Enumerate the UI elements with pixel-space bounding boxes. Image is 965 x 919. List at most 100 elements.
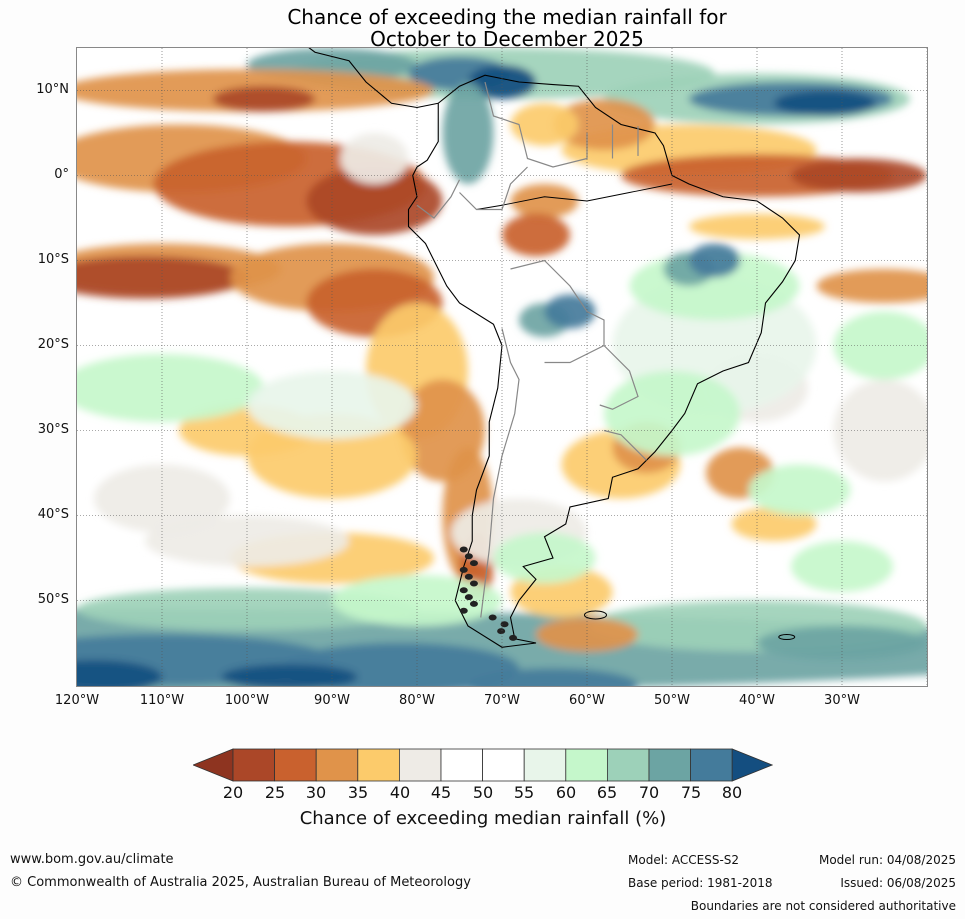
- lon-label-120w: 120°W: [54, 693, 100, 708]
- country-border: [484, 81, 588, 168]
- model-run-date: Model run: 04/08/2025: [818, 853, 956, 867]
- lat-label-40s: 40°S: [37, 507, 69, 522]
- legend-swatch: [606, 748, 650, 782]
- legend-tick-25: 25: [264, 783, 286, 802]
- legend-swatch: [565, 748, 608, 782]
- fjord-island: [469, 600, 478, 607]
- base-period: Base period: 1981-2018: [628, 876, 773, 890]
- fjord-island: [488, 614, 497, 621]
- copyright-text: © Commonwealth of Australia 2025, Austra…: [10, 875, 471, 890]
- fjord-island: [459, 566, 468, 573]
- probability-region: [213, 86, 315, 112]
- fjord-island: [469, 580, 478, 587]
- map-title-line-2: October to December 2025: [370, 27, 644, 51]
- probability-region: [510, 184, 579, 218]
- lon-label-90w: 90°W: [314, 693, 350, 708]
- map-title-line-1: Chance of exceeding the median rainfall …: [287, 5, 727, 29]
- probability-region: [833, 311, 927, 380]
- probability-region: [604, 371, 740, 456]
- probability-region: [493, 532, 596, 584]
- legend-tick-60: 60: [555, 783, 577, 802]
- lon-label-40w: 40°W: [739, 693, 775, 708]
- fjord-island: [500, 621, 509, 628]
- legend-swatch: [232, 748, 275, 782]
- probability-region: [791, 541, 893, 592]
- legend-tick-20: 20: [222, 783, 244, 802]
- country-border: [510, 259, 605, 364]
- legend-swatch: [398, 748, 442, 782]
- lon-label-80w: 80°W: [399, 693, 435, 708]
- legend-label: Chance of exceeding median rainfall (%): [299, 808, 667, 829]
- legend-tick-75: 75: [680, 783, 702, 802]
- probability-region: [544, 294, 596, 329]
- fjord-island: [459, 607, 468, 614]
- fjord-island: [464, 594, 473, 601]
- fjord-island: [459, 587, 468, 594]
- legend-tick-30: 30: [305, 783, 327, 802]
- probability-region: [833, 379, 927, 482]
- legend-tick-40: 40: [389, 783, 411, 802]
- country-border: [459, 166, 528, 211]
- legend-swatch: [315, 748, 359, 782]
- legend-swatch: [274, 748, 317, 782]
- probability-region: [689, 213, 825, 240]
- legend-tick-80: 80: [721, 783, 743, 802]
- map-gridlines: [77, 48, 927, 686]
- lat-label-50s: 50°S: [37, 592, 69, 607]
- fjord-island: [509, 634, 518, 641]
- lat-label-30s: 30°S: [37, 422, 69, 437]
- amazon-river: [476, 183, 673, 210]
- lon-label-60w: 60°W: [569, 693, 605, 708]
- probability-region: [774, 90, 876, 116]
- country-border: [599, 345, 639, 410]
- lat-label-10n: 10°N: [36, 82, 69, 97]
- issued-date: Issued: 06/08/2025: [840, 876, 956, 890]
- probability-region: [221, 664, 358, 686]
- lon-label-70w: 70°W: [484, 693, 520, 708]
- lon-label-30w: 30°W: [824, 693, 860, 708]
- legend-tick-45: 45: [430, 783, 452, 802]
- legend-swatch: [648, 748, 691, 782]
- coastline: [308, 48, 801, 648]
- legend-arrow-low: [193, 748, 234, 782]
- south-georgia: [778, 634, 796, 641]
- probability-region: [689, 243, 740, 278]
- legend-swatch: [440, 748, 483, 782]
- central-america-coastline: [308, 48, 439, 109]
- legend-swatch: [690, 748, 733, 782]
- lat-label-20s: 20°S: [37, 337, 69, 352]
- fjord-island: [459, 546, 468, 553]
- country-border: [603, 429, 647, 461]
- probability-region: [77, 256, 247, 299]
- probability-region: [510, 103, 579, 146]
- probability-region: [77, 660, 162, 686]
- fjord-island: [469, 560, 478, 567]
- legend-tick-65: 65: [596, 783, 618, 802]
- rainfall-probability-map: [76, 47, 928, 687]
- falkland-islands: [584, 610, 607, 620]
- probability-region: [468, 668, 638, 686]
- lon-label-100w: 100°W: [224, 693, 270, 708]
- country-border: [416, 179, 461, 219]
- probability-region: [536, 617, 638, 652]
- website-link[interactable]: www.bom.gov.au/climate: [10, 852, 174, 867]
- legend-arrow-high: [731, 748, 773, 782]
- lat-label-0: 0°: [54, 167, 69, 182]
- lon-label-110w: 110°W: [139, 693, 185, 708]
- probability-region: [816, 269, 927, 303]
- probability-region: [77, 354, 264, 422]
- legend-swatch: [482, 748, 525, 782]
- probability-region: [340, 133, 409, 184]
- legend-tick-35: 35: [347, 783, 369, 802]
- lon-label-50w: 50°W: [654, 693, 690, 708]
- probability-region: [502, 213, 570, 257]
- legend-tick-55: 55: [513, 783, 535, 802]
- model-name: Model: ACCESS-S2: [628, 853, 740, 867]
- lat-label-10s: 10°S: [37, 252, 69, 267]
- probability-region: [748, 464, 851, 516]
- fjord-island: [497, 628, 506, 635]
- south-america-coastline: [407, 74, 801, 648]
- legend-tick-50: 50: [472, 783, 494, 802]
- fjord-island: [464, 573, 473, 580]
- probability-region: [442, 82, 494, 184]
